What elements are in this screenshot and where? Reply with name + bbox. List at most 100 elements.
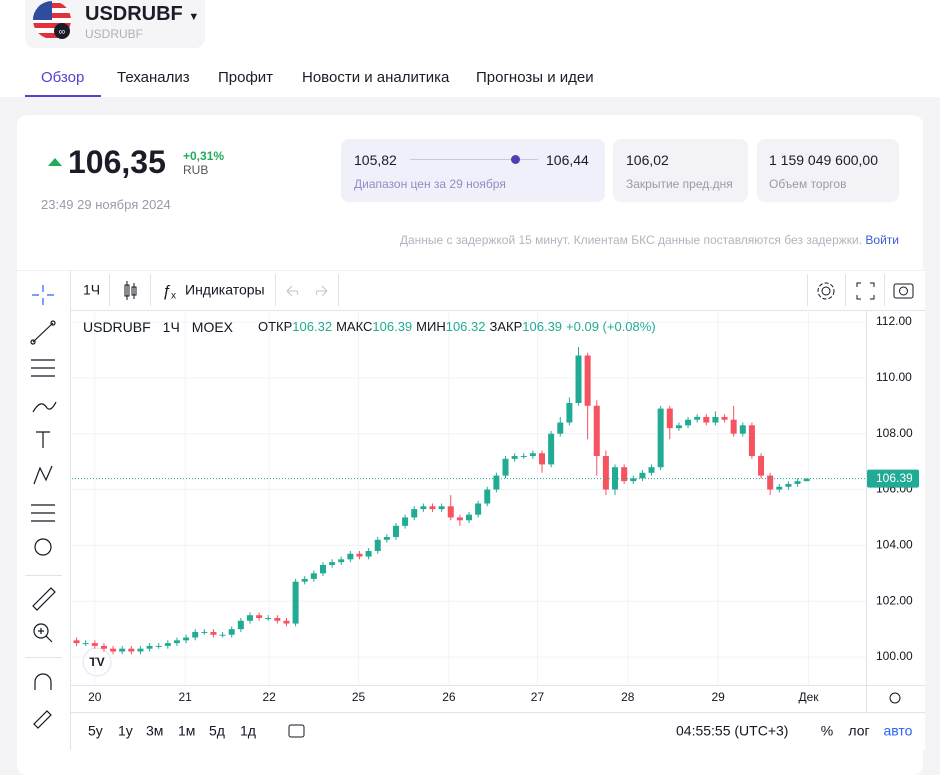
range-button[interactable]: 1м: [178, 723, 195, 739]
candle-body: [82, 643, 89, 645]
redo-icon[interactable]: [315, 285, 328, 297]
price-change: +0,31%: [183, 149, 225, 163]
date-range-icon[interactable]: [288, 724, 305, 738]
candle-body: [785, 483, 792, 487]
camera-icon[interactable]: [893, 283, 914, 299]
x-tick-label: 21: [178, 690, 192, 704]
y-tick-label: 112.00: [876, 314, 912, 328]
trendline-tool[interactable]: [50, 320, 56, 326]
ticker: USDRUBF ▼: [85, 3, 200, 25]
tab[interactable]: Профит: [218, 69, 274, 86]
range-button[interactable]: 3м: [146, 723, 163, 739]
candle-body: [283, 620, 290, 624]
candle-body: [639, 472, 646, 479]
candle-body: [666, 408, 673, 429]
candle-body: [493, 475, 500, 490]
indicators-button[interactable]: Индикаторы: [185, 282, 265, 298]
text-tool[interactable]: [36, 431, 50, 448]
x-tick-label: 29: [711, 690, 725, 704]
candle-body: [329, 562, 336, 565]
currency: RUB: [183, 163, 209, 177]
range-box: [341, 139, 605, 202]
svg-text:∞: ∞: [59, 26, 65, 36]
prev-close-label: Закрытие пред.дня: [626, 177, 733, 191]
volume-label: Объем торгов: [769, 177, 847, 191]
candle-body: [758, 456, 765, 476]
trendline-tool[interactable]: [30, 339, 36, 345]
candle-body: [274, 617, 281, 621]
candle-body: [402, 517, 409, 526]
range-track: [410, 159, 538, 160]
undo-icon[interactable]: [286, 285, 299, 297]
pattern-tool[interactable]: [33, 465, 53, 485]
candle-body: [566, 402, 573, 423]
auto-button[interactable]: авто: [884, 723, 913, 739]
candle-body: [429, 506, 436, 510]
up-arrow: [48, 158, 62, 166]
emoji-tool[interactable]: [34, 538, 52, 556]
range-button[interactable]: 5д: [209, 723, 225, 739]
y-tick-label: 108.00: [876, 426, 913, 440]
tv-logo: [82, 647, 112, 677]
candle-body: [201, 631, 208, 633]
candle-body: [338, 559, 345, 563]
prediction-tool[interactable]: [31, 504, 55, 522]
fullscreen-icon[interactable]: [856, 282, 875, 300]
magnet-tool[interactable]: [34, 673, 52, 690]
fx-icon[interactable]: x: [171, 291, 176, 302]
tab[interactable]: Прогнозы и идеи: [476, 69, 594, 86]
log-button[interactable]: лог: [848, 723, 869, 739]
interval-button[interactable]: 1Ч: [83, 282, 100, 298]
candle-body: [192, 631, 199, 638]
tab[interactable]: Новости и аналитика: [302, 69, 450, 86]
y-tick-label: 110.00: [876, 370, 912, 384]
candle-body: [739, 425, 746, 434]
candle-body: [557, 422, 564, 434]
range-button[interactable]: 1д: [240, 723, 256, 739]
tab[interactable]: Обзор: [41, 69, 85, 86]
candle-body: [767, 475, 774, 490]
zoom-tool[interactable]: [33, 623, 49, 639]
candle-body: [265, 617, 272, 619]
legend-ohlc: ОТКР106.32 МАКС106.39 МИН106.32 ЗАКР106.39 +…: [258, 319, 656, 334]
legend-value: 106.32: [292, 319, 332, 334]
login-link[interactable]: Войти: [865, 233, 899, 247]
notice: Данные с задержкой 15 минут. Клиентам БК…: [400, 233, 899, 247]
fib-tool[interactable]: [31, 359, 55, 377]
axis-settings-icon[interactable]: [889, 692, 901, 704]
candle-type-icon[interactable]: [124, 281, 137, 300]
tv-logo: TV: [89, 655, 104, 669]
percent-button[interactable]: %: [821, 723, 833, 739]
ruler-tool[interactable]: [32, 587, 56, 611]
candle-body: [502, 458, 509, 476]
time: 04:55:55 (UTC+3): [676, 723, 788, 739]
candle-body: [475, 503, 482, 515]
lock-tool[interactable]: [33, 710, 52, 729]
candle-body: [392, 525, 399, 538]
range-button[interactable]: 1y: [118, 723, 133, 739]
crosshair-tool[interactable]: [32, 285, 54, 305]
flag-logo: ∞: [33, 1, 71, 39]
fx-icon[interactable]: ƒ: [162, 283, 171, 300]
settings-icon[interactable]: [821, 286, 831, 296]
zoom-tool[interactable]: [38, 628, 53, 643]
range-dot: [511, 155, 520, 164]
range-button[interactable]: 5y: [88, 723, 103, 739]
legend: USDRUBF 1Ч MOEX: [83, 319, 234, 335]
tab[interactable]: Теханализ: [117, 69, 190, 86]
legend-label: ОТКР: [258, 319, 292, 334]
legend-exchange: MOEX: [192, 319, 234, 335]
candle-body: [730, 419, 737, 434]
candle-body: [292, 581, 299, 624]
trendline-tool[interactable]: [32, 322, 54, 343]
drawing-tools: [30, 285, 57, 729]
camera-icon[interactable]: [899, 286, 908, 296]
legend-interval: 1Ч: [163, 319, 180, 335]
volume: 1 159 049 600,00: [769, 152, 878, 168]
candle-body: [447, 506, 454, 518]
candle-body: [648, 467, 655, 473]
settings-icon[interactable]: [817, 282, 835, 300]
brush-tool[interactable]: [32, 401, 57, 413]
candle-body: [356, 553, 363, 557]
candle-body: [301, 578, 308, 582]
